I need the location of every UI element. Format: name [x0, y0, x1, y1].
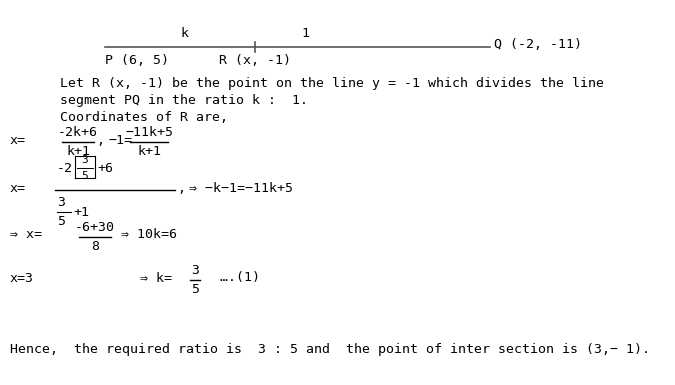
Text: x=: x=	[10, 134, 26, 147]
Text: -2k+6: -2k+6	[58, 126, 98, 139]
Text: ….(1): ….(1)	[204, 271, 260, 285]
Text: -2: -2	[57, 161, 73, 174]
Text: ,: ,	[97, 134, 104, 147]
Text: k+1: k+1	[66, 145, 90, 158]
Text: ⇒ −k−1=−11k+5: ⇒ −k−1=−11k+5	[189, 181, 293, 194]
Text: P (6, 5): P (6, 5)	[105, 54, 169, 67]
Text: Let R (x, -1) be the point on the line y = -1 which divides the line: Let R (x, -1) be the point on the line y…	[60, 77, 604, 90]
Text: Coordinates of R are,: Coordinates of R are,	[60, 111, 228, 124]
Text: 5: 5	[82, 171, 88, 181]
Text: x=3: x=3	[10, 271, 34, 285]
Text: +6: +6	[97, 161, 113, 174]
Text: k: k	[181, 27, 189, 40]
Text: ⇒ k=: ⇒ k=	[140, 271, 172, 285]
Text: 3: 3	[191, 264, 199, 277]
Text: 3: 3	[82, 155, 88, 165]
Text: ,: ,	[177, 181, 185, 194]
Text: 8: 8	[91, 240, 99, 253]
Text: 5: 5	[191, 283, 199, 296]
Text: R (x, -1): R (x, -1)	[219, 54, 291, 67]
Text: Q (-2, -11): Q (-2, -11)	[494, 38, 582, 52]
Text: x=: x=	[10, 181, 26, 194]
Text: ⇒ 10k=6: ⇒ 10k=6	[122, 229, 178, 241]
Text: 5: 5	[57, 215, 65, 228]
Text: ⇒ x=: ⇒ x=	[10, 229, 42, 241]
Text: −1=: −1=	[108, 134, 132, 147]
Text: segment PQ in the ratio k :  1.: segment PQ in the ratio k : 1.	[60, 94, 308, 107]
Text: 1: 1	[301, 27, 309, 40]
Text: 3: 3	[57, 196, 65, 209]
Text: −11k+5: −11k+5	[126, 126, 173, 139]
Text: Hence,  the required ratio is  3 : 5 and  the point of inter section is (3,− 1).: Hence, the required ratio is 3 : 5 and t…	[10, 343, 650, 357]
Text: +1: +1	[73, 206, 89, 219]
Text: -6+30: -6+30	[75, 221, 115, 234]
Text: k+1: k+1	[137, 145, 161, 158]
